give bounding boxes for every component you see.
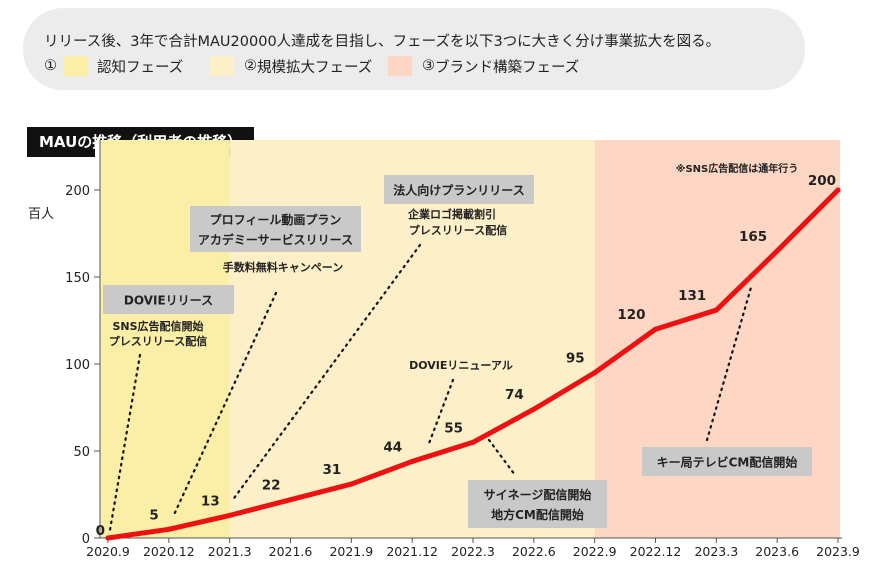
plot-gap [95,140,100,538]
mau-point [409,458,415,464]
legend-label: 規模拡大フェーズ [257,59,373,76]
mau-data-label: 44 [383,439,402,455]
mau-point [348,481,354,487]
mau-point [531,406,537,412]
header-description: リリース後、3年で合計MAU20000人達成を目指し、フェーズを以下3つに大きく… [44,34,721,50]
mau-point [166,526,172,532]
y-tick-label: 150 [65,271,90,286]
callout-note: プレスリリース配信 [109,334,207,348]
mau-data-label: 31 [323,462,342,478]
legend-item-scale: ② 規模拡大フェーズ [210,55,372,77]
mau-data-label: 13 [201,493,220,509]
x-tick-label: 2022.3 [451,544,495,559]
x-tick-label: 2023.9 [816,544,860,559]
y-tick-label: 50 [73,445,90,460]
callout-note: SNS広告配信開始 [112,319,203,333]
legend-number: ① [44,58,57,74]
mau-data-label: 120 [617,307,645,323]
mau-data-label: 95 [566,351,585,367]
mau-point [470,439,476,445]
phase-band [594,140,840,538]
callout-note: 手数料無料キャンペーン [223,260,343,274]
mau-data-label: 200 [808,173,836,189]
callout-note: 企業ロゴ掲載割引 [407,207,496,221]
x-tick-label: 2020.12 [143,544,195,559]
callout-note: プレスリリース配信 [409,223,507,237]
callout-text: 法人向けプランリリース [393,183,524,198]
callout-text: アカデミーサービスリリース [198,232,353,247]
x-tick-label: 2022.12 [630,544,682,559]
mau-data-label: 22 [262,478,281,494]
legend-swatch [63,56,87,76]
mau-data-label: 74 [505,387,524,403]
callout-signage [468,480,607,528]
mau-point [592,370,598,376]
legend-item-brand: ③ ブランド構築フェーズ [388,55,579,77]
y-axis-unit: 百人 [28,207,55,222]
mau-point [653,326,658,332]
callout-note: DOVIEリニューアル [409,359,513,372]
callout-dovie-release [103,285,234,314]
callout-profile-plan [190,206,361,252]
header-panel [23,8,805,90]
y-tick-label: 0 [82,532,90,547]
mau-point [288,497,293,503]
callout-corporate-plan [384,175,534,204]
x-tick-label: 2022.9 [573,544,617,559]
mau-data-label: 5 [149,507,158,523]
mau-point [774,248,780,254]
callout-text: 地方CM配信開始 [491,507,584,522]
legend-number: ③ [422,58,435,74]
callout-key-tv-cm [642,447,812,476]
y-tick-label: 100 [65,358,90,373]
mau-point [835,187,841,193]
x-tick-label: 2021.6 [269,544,313,559]
mau-data-label: 131 [678,288,706,304]
annotation-leader [426,378,455,448]
x-tick-label: 2021.3 [208,544,252,559]
annotation-leader [230,243,422,503]
mau-data-label: 0 [96,523,105,539]
annotation-leader [171,291,278,519]
callout-note: ※SNS広告配信は通年行う [676,162,799,175]
x-tick-label: 2021.12 [386,544,438,559]
x-tick-label: 2022.6 [512,544,556,559]
x-tick-label: 2021.9 [329,544,373,559]
y-tick-label: 200 [65,184,90,199]
legend-swatch [388,56,412,76]
mau-point [713,307,719,313]
callout-text: プロフィール動画プラン [210,212,342,227]
legend-number: ② [244,58,257,74]
legend-label: ブランド構築フェーズ [435,59,580,76]
x-tick-label: 2020.9 [86,544,130,559]
legend-label: 認知フェーズ [97,59,184,76]
annotation-leader [487,438,517,477]
legend-swatch [210,56,234,76]
callout-text: キー局テレビCM配信開始 [657,455,798,470]
legend-item-awareness: ① 認知フェーズ [44,55,183,77]
callout-text: サイネージ配信開始 [484,487,592,502]
x-tick-label: 2023.6 [755,544,799,559]
x-tick-label: 2023.3 [694,544,738,559]
mau-point [105,535,111,541]
mau-point [227,512,233,518]
annotation-leader [705,282,754,442]
mau-data-label: 55 [444,420,463,436]
callout-text: DOVIEリリース [124,294,213,308]
mau-data-label: 165 [739,229,767,245]
